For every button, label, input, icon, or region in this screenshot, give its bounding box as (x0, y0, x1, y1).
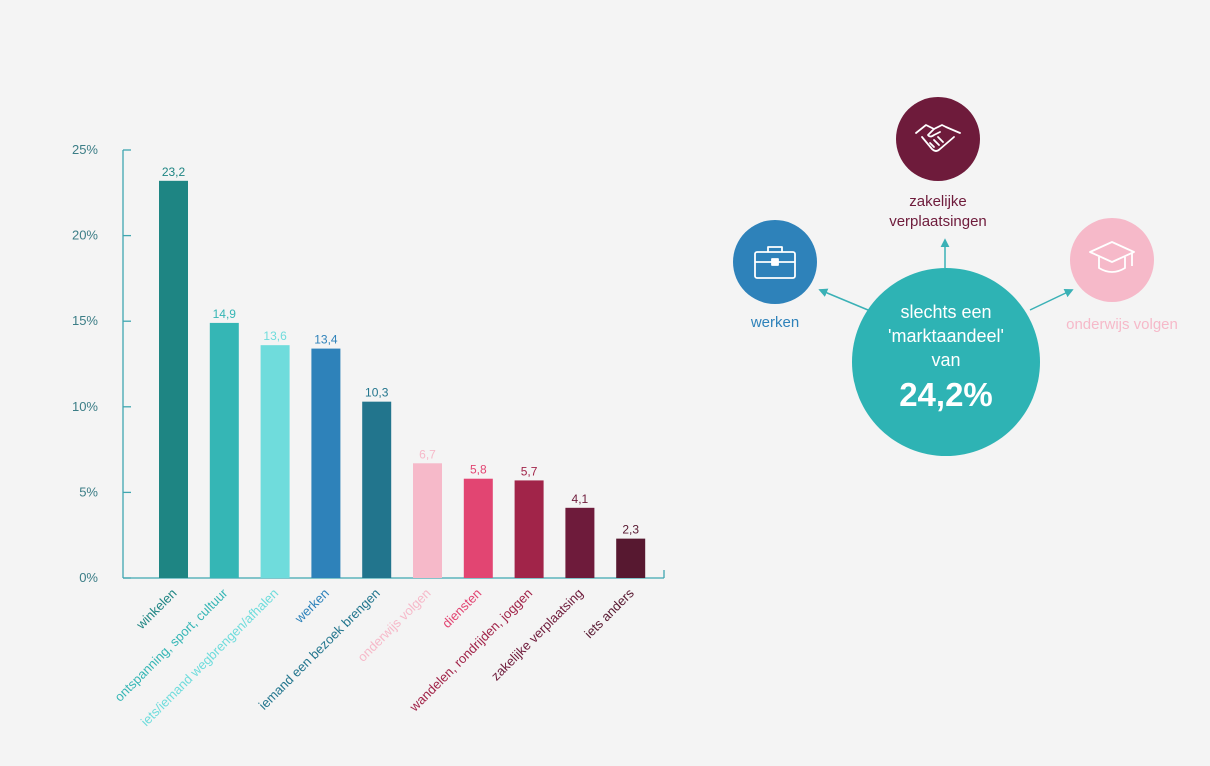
value-label: 10,3 (365, 386, 389, 400)
bar (514, 480, 544, 578)
value-label: 13,6 (263, 329, 287, 343)
y-tick-label: 10% (72, 399, 98, 414)
value-label: 5,8 (470, 463, 487, 477)
value-label: 5,7 (521, 464, 538, 478)
bar (362, 401, 392, 578)
market-share-circle: slechts een 'marktaandeel' van 24,2% (852, 268, 1040, 456)
y-tick-label: 5% (79, 484, 98, 499)
bar (159, 180, 188, 579)
value-label: 23,2 (162, 165, 186, 179)
y-tick-label: 15% (72, 313, 98, 328)
y-tick-label: 20% (72, 228, 98, 243)
handshake-icon (896, 97, 980, 181)
bar (413, 463, 442, 578)
y-tick-label: 25% (72, 142, 98, 157)
value-label: 4,1 (572, 492, 589, 506)
chart-bars (159, 180, 646, 579)
graduation-cap-icon (1070, 218, 1154, 302)
label-werken: werken (750, 314, 800, 331)
value-label: 2,3 (622, 523, 639, 537)
value-label: 14,9 (213, 307, 237, 321)
bar (565, 507, 595, 578)
bar-chart: 0%5%10%15%20%25% 23,2winkelen14,9ontspan… (72, 142, 665, 729)
label-onderwijs-volgen: onderwijs volgen (1066, 316, 1178, 333)
bar (311, 348, 341, 578)
label-zakelijke-verplaatsingen: zakelijke verplaatsingen (889, 193, 987, 230)
connector-werken (818, 288, 869, 311)
y-tick-label: 0% (79, 570, 98, 585)
center-text-line2: 'marktaandeel' (888, 326, 1004, 346)
center-text-line1: slechts een (900, 302, 992, 322)
center-text-line3: van (931, 350, 961, 370)
briefcase-icon (733, 220, 817, 304)
market-share-value: 24,2% (899, 376, 993, 413)
value-label: 13,4 (314, 333, 338, 347)
connector-onderwijs (1029, 289, 1074, 311)
bar (260, 345, 290, 578)
bar (209, 322, 239, 578)
value-label: 6,7 (419, 447, 436, 461)
bar (616, 538, 646, 578)
bar (463, 478, 493, 578)
